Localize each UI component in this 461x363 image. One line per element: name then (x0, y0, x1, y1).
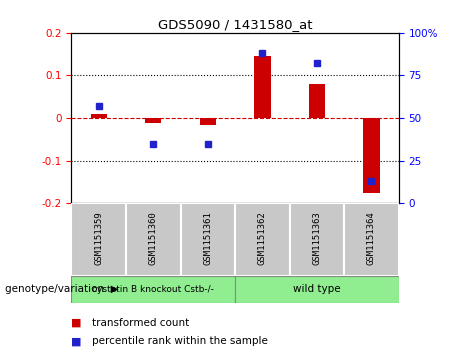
Text: GSM1151363: GSM1151363 (313, 211, 321, 265)
Text: genotype/variation  ▶: genotype/variation ▶ (5, 285, 118, 294)
Text: GSM1151359: GSM1151359 (94, 211, 103, 265)
Bar (290, 203, 344, 276)
Bar (71, 276, 235, 303)
Text: GSM1151364: GSM1151364 (367, 211, 376, 265)
Bar (71, 203, 126, 276)
Bar (363, 118, 380, 193)
Text: cystatin B knockout Cstb-/-: cystatin B knockout Cstb-/- (92, 285, 214, 294)
Text: GSM1151362: GSM1151362 (258, 211, 267, 265)
Bar (344, 203, 399, 276)
Bar (309, 84, 325, 118)
Text: GSM1151360: GSM1151360 (149, 211, 158, 265)
Text: ■: ■ (71, 336, 82, 346)
Text: GSM1151361: GSM1151361 (203, 211, 213, 265)
Bar (145, 118, 161, 123)
Bar (90, 114, 107, 118)
Text: transformed count: transformed count (92, 318, 189, 328)
Title: GDS5090 / 1431580_at: GDS5090 / 1431580_at (158, 19, 313, 32)
Text: wild type: wild type (293, 285, 341, 294)
Bar (200, 118, 216, 125)
Bar (181, 203, 235, 276)
Text: percentile rank within the sample: percentile rank within the sample (92, 336, 268, 346)
Bar (254, 56, 271, 118)
Bar (126, 203, 181, 276)
Text: ■: ■ (71, 318, 82, 328)
Bar (235, 276, 399, 303)
Bar (235, 203, 290, 276)
